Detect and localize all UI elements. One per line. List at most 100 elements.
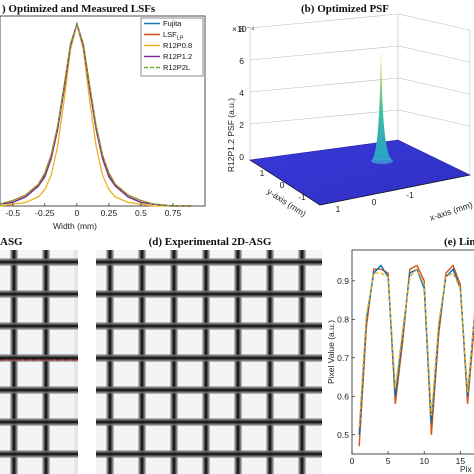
panel-c-septum-h-core: [0, 260, 78, 264]
panel-b-xtick-label: -1: [406, 190, 414, 200]
panel-d-cell: [96, 266, 106, 290]
panel-a-xtick-label: 0.75: [165, 208, 182, 218]
panel-d-septum-h-core: [96, 324, 322, 328]
panel-d-septum-v-core: [300, 250, 304, 474]
panel-e-ylabel: Pixel Value (a.u.): [326, 320, 336, 384]
panel-a-xtick-label: -0.25: [35, 208, 55, 218]
panel-d-cell: [210, 266, 234, 290]
panel-d-cell: [274, 298, 298, 322]
panel-d-cell: [146, 298, 170, 322]
panel-d-cell: [114, 426, 138, 450]
panel-a-series-line-3: [0, 21, 193, 207]
panel-c-septum-v-core: [44, 250, 48, 474]
panel-d-title: (d) Experimental 2D-ASG: [149, 236, 272, 248]
panel-d-cell: [210, 394, 234, 418]
panel-d-cell: [210, 426, 234, 450]
panel-d-cell: [178, 458, 202, 474]
panel-d-septum-h-core: [96, 420, 322, 424]
panel-c-septum-h-core: [0, 420, 78, 424]
panel-d-cell: [210, 362, 234, 386]
panel-c-cell: [50, 250, 74, 258]
panel-c-cell: [0, 298, 10, 322]
panel-d-cell: [210, 330, 234, 354]
panel-d-cell: [242, 426, 266, 450]
panel-d-cell: [274, 266, 298, 290]
panel-d-cell: [306, 394, 322, 418]
panel-d-septum-v-core: [236, 250, 240, 474]
panel-e-series-line-1: [358, 264, 474, 435]
panel-c-cell: [18, 394, 42, 418]
panel-d-cell: [96, 362, 106, 386]
legend-subscript: LP: [177, 36, 184, 42]
panel-d-cell: [96, 330, 106, 354]
panel-a-series-group: [0, 21, 193, 207]
panel-b-scale-label: ×10⁻⁴: [232, 24, 255, 34]
panel-c-grid-image: [0, 250, 78, 474]
panel-c-cell: [18, 330, 42, 354]
panel-d-cell: [178, 426, 202, 450]
panel-c-septum-h-core: [0, 388, 78, 392]
panel-b-ytick-label: 1: [260, 168, 265, 178]
legend-entry: LSFLP: [163, 30, 184, 42]
panel-d-cell: [242, 266, 266, 290]
panel-c-cell: [18, 298, 42, 322]
panel-d-cell: [306, 330, 322, 354]
panel-d-septum-h-core: [96, 356, 322, 360]
panel-d-cell: [96, 298, 106, 322]
panel-b-ztick-label: 2: [239, 120, 244, 130]
panel-d-cell: [114, 394, 138, 418]
panel-d-cell: [96, 394, 106, 418]
panel-c-cell: [0, 394, 10, 418]
panel-d-cell: [242, 250, 266, 258]
panel-e-xlabel: Pix: [460, 464, 473, 474]
panel-c-asg-image: ASG: [0, 236, 78, 474]
panel-b-xtick-label: 0: [372, 197, 377, 207]
panel-b-3d-frame: [249, 13, 471, 175]
panel-d-cell: [242, 458, 266, 474]
panel-c-septum-h-core: [0, 292, 78, 296]
panel-c-cell: [18, 266, 42, 290]
panel-d-cell: [146, 266, 170, 290]
panel-b-xtick-label: 1: [336, 204, 341, 214]
panel-d-cell: [210, 298, 234, 322]
panel-d-septum-h-core: [96, 388, 322, 392]
panel-b-xlabel: x-axis (mm): [428, 199, 473, 222]
panel-d-septum-v-core: [108, 250, 112, 474]
panel-e-ytick-label: 0.8: [337, 314, 349, 324]
panel-a-xtick-label: 0: [75, 208, 80, 218]
panel-d-cell: [114, 330, 138, 354]
panel-d-cell: [178, 298, 202, 322]
panel-d-cell: [306, 362, 322, 386]
panel-d-cell: [306, 458, 322, 474]
panel-b-xticks: 1 0 -1: [336, 190, 414, 214]
panel-b-floor-edge: [249, 159, 471, 206]
panel-d-cell: [274, 330, 298, 354]
panel-a-xlabel: Width (mm): [53, 221, 97, 231]
panel-d-cell: [114, 266, 138, 290]
panel-b-zticks: 8 6 4 2 0: [239, 24, 244, 162]
panel-b-title: (b) Optimized PSF: [301, 3, 389, 15]
panel-c-cell: [0, 458, 10, 474]
panel-e-ytick-label: 0.6: [337, 391, 349, 401]
panel-d-cell: [114, 298, 138, 322]
panel-d-cell: [274, 426, 298, 450]
panel-c-cell: [18, 362, 42, 386]
panel-c-septum-h-core: [0, 356, 78, 360]
panel-d-cell: [146, 394, 170, 418]
panel-d-cell: [178, 250, 202, 258]
legend-entry: R12P0.8: [163, 41, 192, 50]
panel-b-ztick-label: 0: [239, 152, 244, 162]
panel-c-cell: [18, 426, 42, 450]
panel-b-yticks: 1 0 -1: [260, 168, 306, 202]
panel-e-title: (e) Lin: [444, 236, 474, 248]
panel-d-cell: [114, 362, 138, 386]
panel-b-ztick-label: 4: [239, 88, 244, 98]
panel-d-cell: [178, 394, 202, 418]
panel-c-cell: [0, 330, 10, 354]
panel-c-cell: [18, 250, 42, 258]
panel-d-cell: [306, 250, 322, 258]
panel-e-ticks: 0.9 0.8 0.7 0.6 0.5 0 5 10 15: [337, 276, 465, 466]
panel-d-cell: [242, 330, 266, 354]
panel-d-cell: [146, 330, 170, 354]
